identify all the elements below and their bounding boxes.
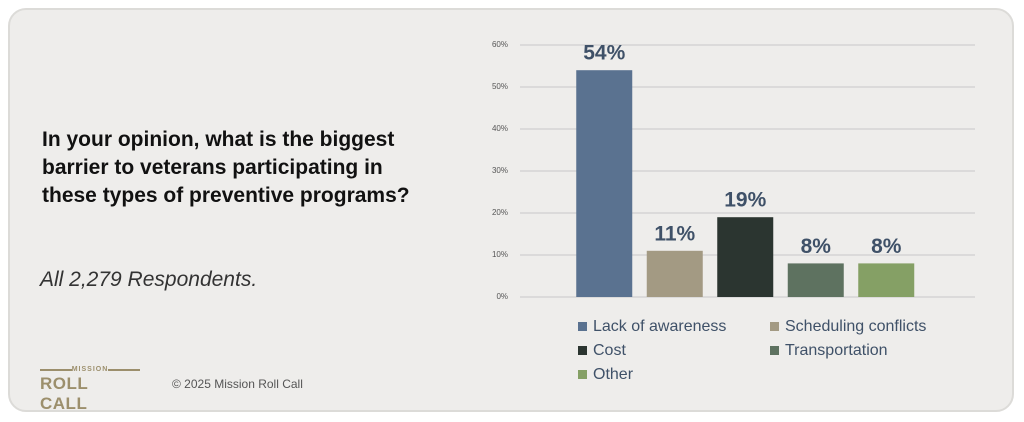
- bar: [787, 263, 844, 297]
- data-label: 8%: [801, 235, 832, 258]
- legend-swatch: [578, 370, 587, 379]
- legend-label: Other: [593, 366, 634, 383]
- legend-swatch: [578, 346, 587, 355]
- legend-label: Cost: [593, 342, 626, 359]
- legend-swatch: [578, 322, 587, 331]
- question: In your opinion, what is the biggest bar…: [42, 128, 410, 207]
- logo-main: ROLL CALL: [40, 374, 88, 413]
- legend-swatch: [770, 322, 779, 331]
- bar: [717, 217, 774, 297]
- legend-swatch: [770, 346, 779, 355]
- logo-rule: [40, 369, 72, 371]
- bar: [646, 250, 703, 297]
- card: [8, 8, 1014, 412]
- legend-label: Scheduling conflicts: [785, 318, 926, 335]
- data-label: 11%: [654, 222, 695, 245]
- bar: [576, 70, 633, 297]
- y-tick-label: 40%: [492, 124, 508, 133]
- y-tick-label: 0%: [496, 292, 508, 301]
- logo-rule: [108, 369, 140, 371]
- data-label: 54%: [583, 42, 625, 65]
- legend-label: Lack of awareness: [593, 318, 726, 335]
- y-tick-label: 50%: [492, 82, 508, 91]
- subtitle: All 2,279 Respondents.: [40, 268, 258, 291]
- legend-label: Transportation: [785, 342, 888, 359]
- logo-top: MISSION: [71, 366, 109, 373]
- bar: [858, 263, 915, 297]
- data-label: 19%: [724, 189, 766, 212]
- y-tick-label: 10%: [492, 250, 508, 259]
- copyright: © 2025 Mission Roll Call: [172, 377, 303, 391]
- y-tick-label: 60%: [492, 40, 508, 49]
- y-tick-label: 20%: [492, 208, 508, 217]
- data-label: 8%: [871, 235, 902, 258]
- y-tick-label: 30%: [492, 166, 508, 175]
